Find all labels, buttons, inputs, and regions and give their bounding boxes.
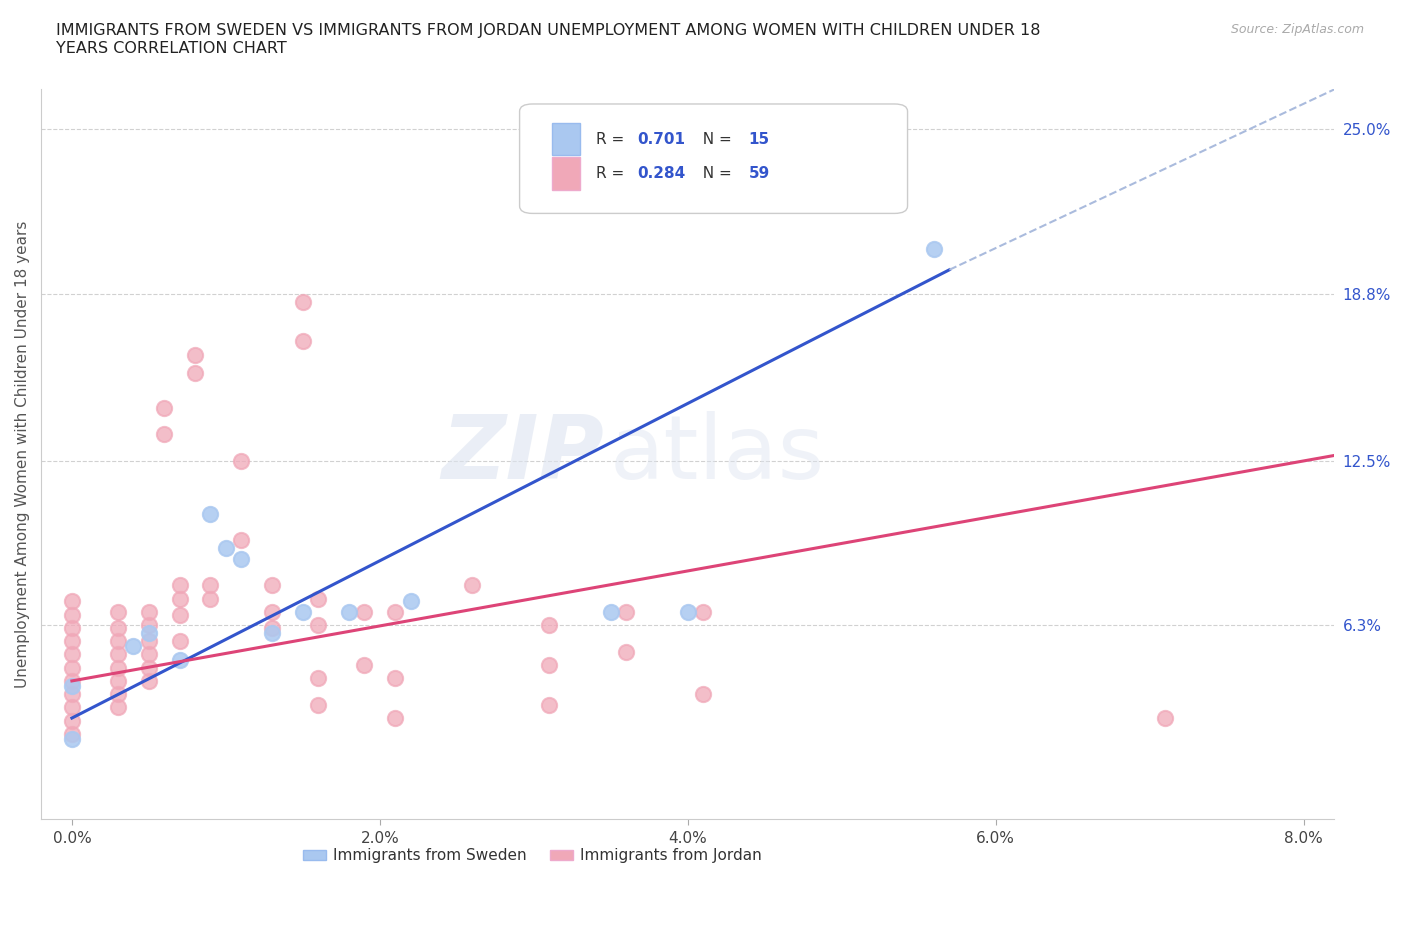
Point <box>692 686 714 701</box>
Point <box>614 604 637 619</box>
Point <box>231 453 253 468</box>
Point <box>260 604 283 619</box>
Point <box>60 679 83 694</box>
Point <box>231 533 253 548</box>
Point <box>60 620 83 635</box>
Point <box>307 698 329 712</box>
Point <box>599 604 621 619</box>
Text: atlas: atlas <box>610 411 825 498</box>
Point <box>60 660 83 675</box>
Text: R =: R = <box>596 131 628 147</box>
Point <box>60 726 83 741</box>
Text: R =: R = <box>596 166 628 180</box>
Point <box>138 626 160 641</box>
Point <box>676 604 699 619</box>
Point <box>1154 711 1177 725</box>
Point <box>60 633 83 648</box>
Point <box>60 732 83 747</box>
Point <box>353 658 375 672</box>
Point <box>169 591 191 606</box>
Point <box>231 551 253 566</box>
Point <box>399 594 422 609</box>
Point <box>260 620 283 635</box>
Point <box>337 604 360 619</box>
Point <box>138 618 160 632</box>
Text: 15: 15 <box>748 131 769 147</box>
Point <box>107 700 129 715</box>
Point <box>538 618 561 632</box>
Y-axis label: Unemployment Among Women with Children Under 18 years: Unemployment Among Women with Children U… <box>15 220 30 688</box>
Point <box>384 711 406 725</box>
Point <box>200 578 222 592</box>
Point <box>169 652 191 667</box>
Point <box>107 647 129 662</box>
Text: 59: 59 <box>748 166 769 180</box>
Point <box>107 673 129 688</box>
Point <box>153 400 176 415</box>
Point <box>291 604 314 619</box>
Point <box>107 620 129 635</box>
Point <box>692 604 714 619</box>
Text: ZIP: ZIP <box>441 411 603 498</box>
Point <box>138 604 160 619</box>
Text: N =: N = <box>693 166 737 180</box>
Point <box>538 698 561 712</box>
Point <box>291 334 314 349</box>
Point <box>107 660 129 675</box>
Point <box>200 506 222 521</box>
Point <box>60 673 83 688</box>
Point <box>614 644 637 659</box>
Point <box>169 578 191 592</box>
Point <box>60 686 83 701</box>
FancyBboxPatch shape <box>520 104 907 213</box>
Point <box>153 427 176 442</box>
Point <box>60 647 83 662</box>
Point <box>138 660 160 675</box>
Point <box>384 604 406 619</box>
Text: Source: ZipAtlas.com: Source: ZipAtlas.com <box>1230 23 1364 36</box>
Point <box>169 633 191 648</box>
Point <box>260 578 283 592</box>
Point <box>138 647 160 662</box>
Point <box>138 673 160 688</box>
Point <box>353 604 375 619</box>
Point <box>538 658 561 672</box>
Point <box>107 633 129 648</box>
FancyBboxPatch shape <box>553 157 581 190</box>
Point <box>307 671 329 685</box>
Point <box>107 604 129 619</box>
Point <box>107 686 129 701</box>
Point <box>307 618 329 632</box>
Point <box>215 541 238 556</box>
Point <box>60 713 83 728</box>
Point <box>922 241 945 256</box>
Point <box>200 591 222 606</box>
Point <box>291 294 314 309</box>
Text: 0.701: 0.701 <box>637 131 685 147</box>
Point <box>60 607 83 622</box>
Point <box>461 578 484 592</box>
Text: N =: N = <box>693 131 737 147</box>
Point <box>260 626 283 641</box>
Legend: Immigrants from Sweden, Immigrants from Jordan: Immigrants from Sweden, Immigrants from … <box>297 843 768 870</box>
Point <box>60 700 83 715</box>
Text: 0.284: 0.284 <box>637 166 686 180</box>
Text: IMMIGRANTS FROM SWEDEN VS IMMIGRANTS FROM JORDAN UNEMPLOYMENT AMONG WOMEN WITH C: IMMIGRANTS FROM SWEDEN VS IMMIGRANTS FRO… <box>56 23 1040 56</box>
Point <box>184 347 207 362</box>
Point <box>138 633 160 648</box>
Point <box>384 671 406 685</box>
Point <box>307 591 329 606</box>
Point <box>169 607 191 622</box>
Point <box>60 594 83 609</box>
Point <box>184 365 207 380</box>
FancyBboxPatch shape <box>553 123 581 155</box>
Point <box>122 639 145 654</box>
